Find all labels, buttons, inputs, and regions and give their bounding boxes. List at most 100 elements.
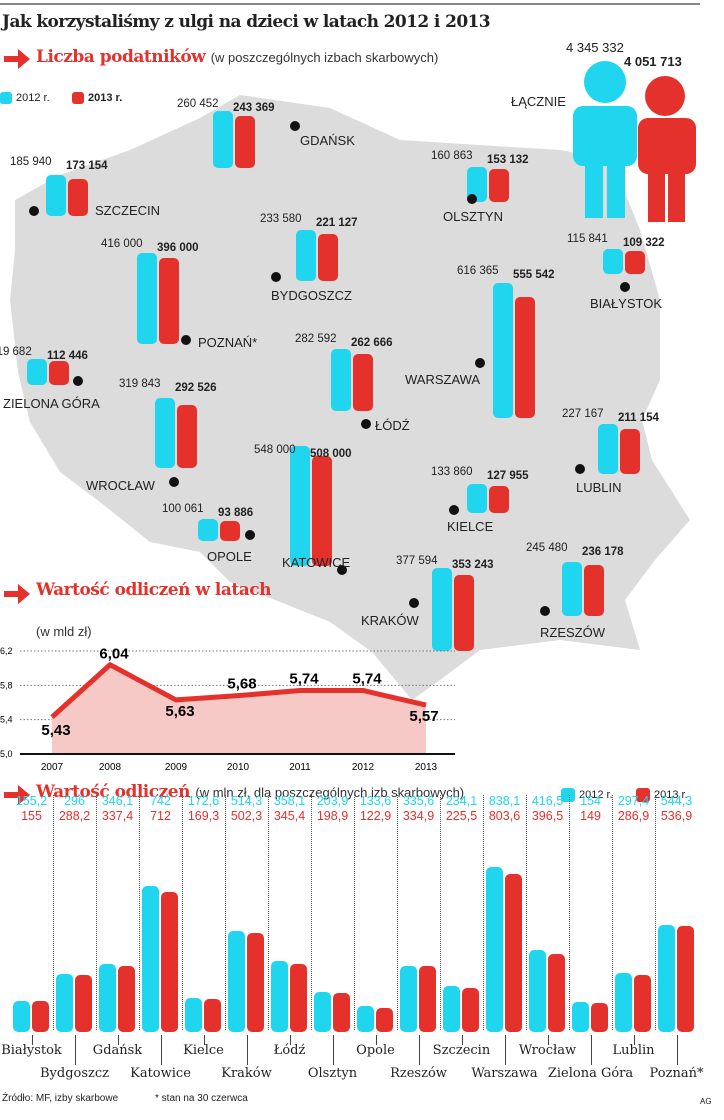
- label-tick: [74, 1035, 76, 1065]
- column-divider: [526, 795, 527, 1030]
- bar-legend-2012: 2012 r.: [561, 788, 613, 802]
- bar-2012: [443, 985, 460, 1032]
- column-divider: [225, 795, 226, 1030]
- value-2013: 712: [150, 809, 171, 823]
- person-2013-icon: [638, 76, 696, 222]
- value-2012: 514,3: [230, 794, 263, 808]
- value-2012: 233 580: [260, 213, 302, 225]
- value-2013: 508 000: [310, 448, 352, 460]
- value-2012: 155,2: [15, 794, 48, 808]
- bar-2012: [27, 358, 47, 385]
- source-note: Źródło: MF, izby skarbowe: [2, 1093, 119, 1104]
- column-divider: [311, 795, 312, 1030]
- bar-2012: [185, 997, 202, 1032]
- column-divider: [655, 795, 656, 1030]
- value-2013: 536,9: [660, 809, 693, 823]
- value-2012: 172,6: [187, 794, 220, 808]
- column-divider: [182, 795, 183, 1030]
- bar-2012: [213, 110, 233, 168]
- x-tick-label: 2013: [415, 762, 438, 773]
- data-label: 5,74: [289, 670, 319, 687]
- bar-2013: [333, 992, 350, 1032]
- y-tick-label: 5,0: [0, 749, 13, 759]
- value-2013: 292 526: [175, 382, 217, 394]
- label-tick: [418, 1035, 420, 1065]
- label-tick: [160, 1035, 162, 1065]
- label-tick: [676, 1035, 678, 1065]
- city-name: LUBLIN: [576, 480, 622, 495]
- column-divider: [569, 795, 570, 1030]
- value-2013: 211 154: [618, 412, 659, 424]
- person-2012-icon: [573, 61, 637, 218]
- total-2012-value: 4 345 332: [566, 40, 624, 55]
- bar-2013: [489, 485, 509, 513]
- bar-chart-subtitle: (w mln zł, dla poszczególnych izb skarbo…: [195, 785, 465, 800]
- value-2013: 396,5: [531, 809, 564, 823]
- bar-2012: [562, 562, 582, 616]
- column-divider: [483, 795, 484, 1030]
- city-name: POZNAŃ*: [198, 335, 258, 350]
- value-2013: 353 243: [452, 559, 494, 571]
- bar-2013: [247, 933, 264, 1032]
- value-2012: 544,3: [660, 794, 693, 808]
- bar-2012: [198, 519, 218, 541]
- city-dot-icon: [73, 376, 83, 386]
- city-name: BIAŁYSTOK: [590, 296, 663, 311]
- category-label: Białystok: [1, 1043, 62, 1058]
- city-dot-icon: [540, 606, 550, 616]
- value-2012: 616 365: [457, 265, 499, 277]
- legend-swatch-2013: [72, 92, 84, 104]
- x-tick-label: 2007: [41, 762, 64, 773]
- city-name: WROCŁAW: [86, 478, 155, 493]
- bar-2013: [235, 115, 255, 168]
- x-tick-label: 2008: [99, 762, 122, 773]
- city-dot-icon: [290, 121, 300, 131]
- bar-2013: [49, 361, 69, 385]
- bar-2012: [486, 866, 503, 1032]
- value-2012: 100 061: [162, 503, 204, 515]
- city-name: ŁÓDŹ: [375, 418, 410, 433]
- value-2013: 112 446: [47, 350, 88, 362]
- value-2013: 127 955: [487, 470, 529, 482]
- column-divider: [268, 795, 269, 1030]
- city-name: ZIELONA GÓRA: [3, 396, 100, 411]
- city-dot-icon: [29, 206, 39, 216]
- bar-2013: [220, 521, 240, 541]
- category-label: Opole: [356, 1043, 395, 1058]
- value-2012: 377 594: [396, 555, 438, 567]
- bar-2012: [296, 229, 316, 281]
- legend-swatch-2012: [561, 788, 575, 802]
- bar-2012: [46, 175, 66, 216]
- bar-2012: [99, 963, 116, 1032]
- city-name: WARSZAWA: [405, 372, 481, 387]
- value-2012: 115 841: [567, 233, 608, 245]
- label-tick: [633, 1035, 635, 1045]
- bar-2013: [32, 1001, 49, 1032]
- person-icons: [573, 61, 696, 222]
- column-divider: [612, 795, 613, 1030]
- city-dot-icon: [409, 598, 419, 608]
- bar-2013: [454, 574, 474, 651]
- category-label: Lublin: [612, 1043, 655, 1058]
- value-2013: 286,9: [617, 809, 650, 823]
- total-2013-value: 4 051 713: [624, 54, 682, 69]
- bar-2013: [75, 975, 92, 1032]
- bar-2013: [548, 953, 565, 1032]
- value-2013: 803,6: [488, 809, 521, 823]
- city-name: OPOLE: [207, 549, 252, 564]
- bar-2013: [68, 179, 88, 216]
- x-tick-label: 2012: [352, 762, 375, 773]
- value-2012: 548 000: [254, 444, 296, 456]
- value-2013: 236 178: [582, 546, 624, 558]
- city-dot-icon: [449, 505, 459, 515]
- bar-2012: [290, 445, 310, 566]
- category-label: Kielce: [183, 1043, 224, 1058]
- city-name: RZESZÓW: [540, 625, 605, 640]
- bar-2013: [462, 987, 479, 1032]
- value-2013: 122,9: [359, 809, 392, 823]
- y-tick-label: 5,4: [0, 715, 13, 725]
- bar-2012: [142, 885, 159, 1032]
- value-2012: 234,1: [445, 794, 478, 808]
- bar-chart-heading: Wartość odliczeń (w mln zł, dla poszczeg…: [36, 782, 465, 802]
- bar-2012: [137, 252, 157, 344]
